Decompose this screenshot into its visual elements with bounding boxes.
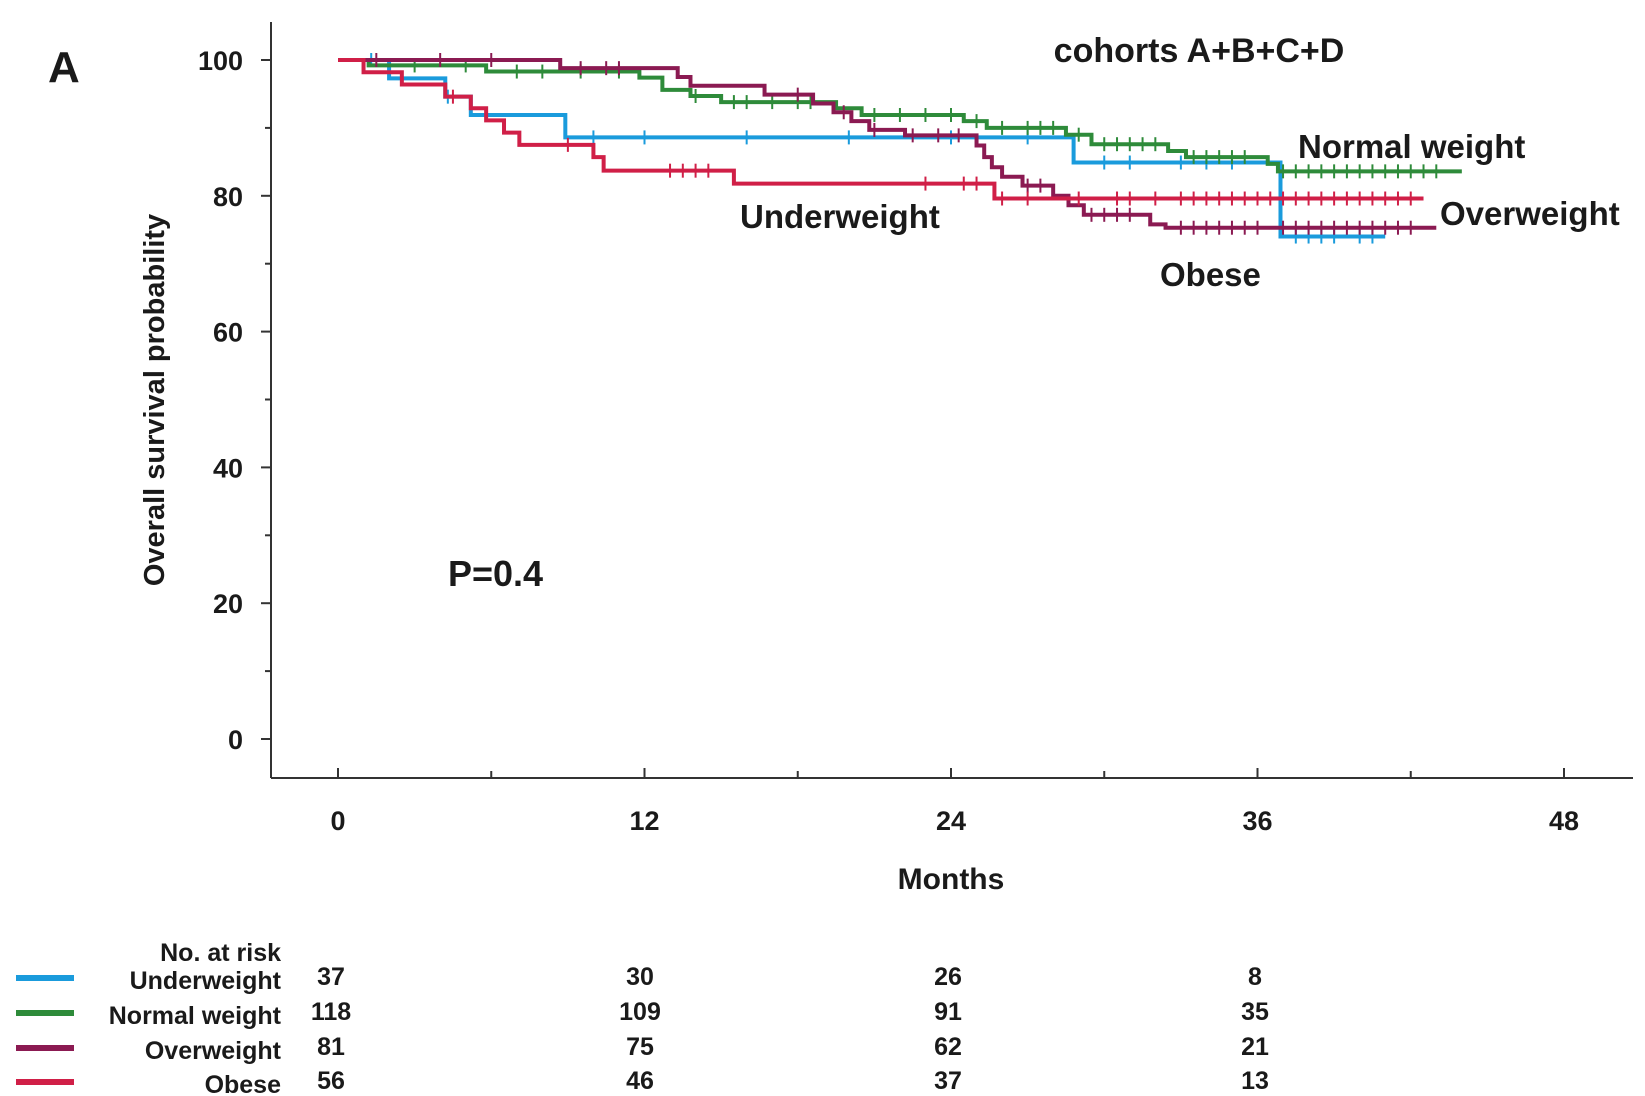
risk-count: 46 [626,1067,654,1095]
curve-label-obese: Obese [1160,256,1261,293]
chart-title: cohorts A+B+C+D [1054,32,1345,70]
y-axis-label: Overall survival probability [139,214,171,586]
curve-label-normal-weight: Normal weight [1298,128,1525,165]
curve-overweight [338,58,1437,230]
curve-label-overweight: Overweight [1440,195,1620,232]
risk-row-label: Normal weight [109,1002,282,1030]
risk-row-label: Overweight [145,1037,282,1065]
plot-panel-background [104,0,1645,922]
risk-count: 75 [626,1033,654,1061]
x-axis-label: Months [898,863,1005,896]
risk-legend-swatch-underweight [16,975,74,981]
y-tick-label: 100 [198,46,243,76]
y-tick-label: 0 [228,725,243,755]
series-obese [338,58,1424,206]
x-tick-label: 0 [330,806,345,836]
x-ticks: 0 12 24 36 48 [330,768,1579,836]
risk-count: 13 [1241,1067,1269,1095]
risk-count: 8 [1248,963,1262,991]
y-ticks: 0 20 40 60 80 100 [198,46,271,755]
risk-count: 62 [934,1033,962,1061]
x-tick-label: 48 [1549,806,1579,836]
risk-legend-swatch-overweight [16,1045,74,1051]
x-tick-label: 12 [629,806,659,836]
axes: 0 20 40 60 80 100 0 12 24 36 48 Overall survival … [139,22,1633,896]
y-tick-label: 60 [213,318,243,348]
risk-legend-swatch-obese [16,1079,74,1085]
survival-curves [338,53,1462,244]
x-tick-label: 24 [936,806,966,836]
risk-table-title: No. at risk [160,939,281,967]
x-tick-label: 36 [1242,806,1272,836]
risk-count: 109 [619,998,661,1026]
risk-count: 56 [317,1067,345,1095]
curve-label-underweight: Underweight [740,198,940,235]
y-tick-label: 20 [213,589,243,619]
panel-label: A [48,43,80,92]
series-overweight [338,53,1437,235]
risk-count: 30 [626,963,654,991]
risk-count: 37 [317,963,345,991]
risk-count: 26 [934,963,962,991]
curve-normal-weight [338,58,1462,174]
y-tick-label: 80 [213,182,243,212]
risk-row-label: Underweight [130,967,282,995]
y-tick-label: 40 [213,453,243,483]
risk-count: 35 [1241,998,1269,1026]
curve-obese [338,58,1424,201]
risk-table: No. at risk Underweight 37 30 26 8 Normal wei… [16,939,1269,1096]
risk-count: 81 [317,1033,345,1061]
p-value-annotation: P=0.4 [448,553,543,594]
risk-count: 91 [934,998,962,1026]
risk-count: 37 [934,1067,962,1095]
risk-count: 21 [1241,1033,1269,1061]
risk-count: 118 [311,998,351,1026]
risk-legend-swatch-normal-weight [16,1010,74,1016]
risk-row-label: Obese [205,1071,282,1096]
